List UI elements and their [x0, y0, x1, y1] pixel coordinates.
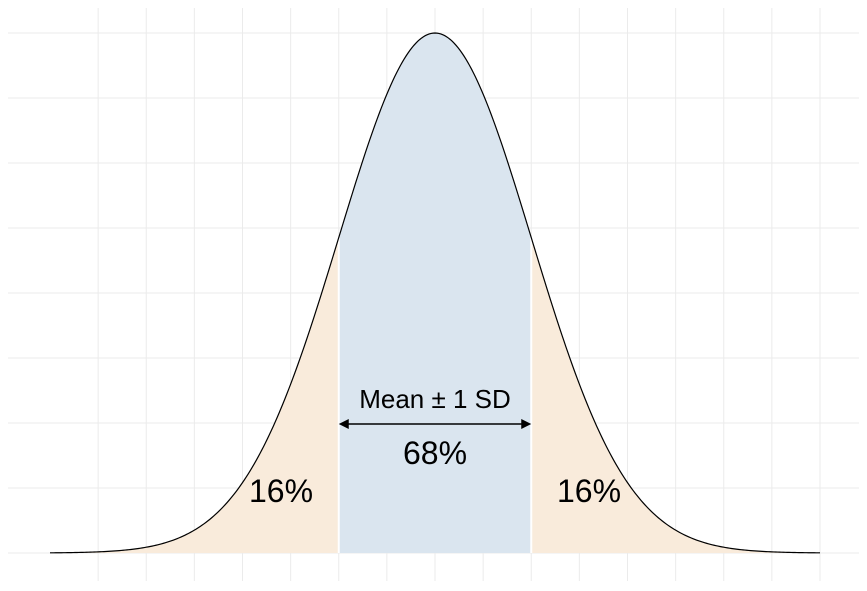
center-percentage-label: 68% [403, 435, 467, 471]
right-tail-region [531, 237, 820, 553]
range-label: Mean ± 1 SD [359, 384, 511, 414]
density-curve [49, 32, 821, 554]
left-tail-percentage-label: 16% [249, 473, 313, 509]
center-region [338, 33, 532, 553]
arrow-head [521, 419, 532, 429]
sd-range-arrow [338, 419, 532, 429]
arrow-head [338, 419, 349, 429]
left-tail-region [50, 237, 339, 553]
right-tail-percentage-label: 16% [557, 473, 621, 509]
